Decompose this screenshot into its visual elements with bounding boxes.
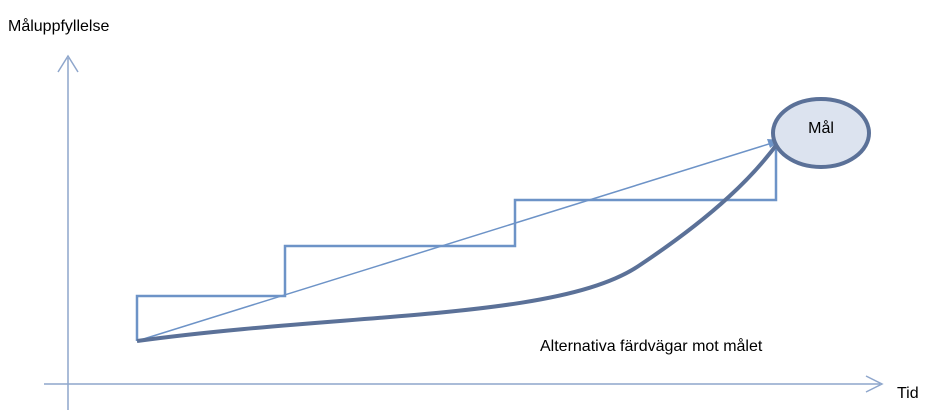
diagram-caption: Alternativa färdvägar mot målet bbox=[540, 338, 763, 355]
y-axis-arrowhead bbox=[57, 54, 79, 73]
goal-label: Mål bbox=[808, 120, 834, 137]
y-axis-label: Måluppfyllelse bbox=[8, 18, 110, 35]
straight-path bbox=[136, 142, 773, 342]
x-axis-arrowhead bbox=[865, 375, 884, 393]
stepwise-path bbox=[135, 143, 778, 341]
curved-path bbox=[136, 138, 782, 343]
x-axis-label: Tid bbox=[897, 385, 919, 402]
goal-ellipse bbox=[771, 97, 871, 169]
